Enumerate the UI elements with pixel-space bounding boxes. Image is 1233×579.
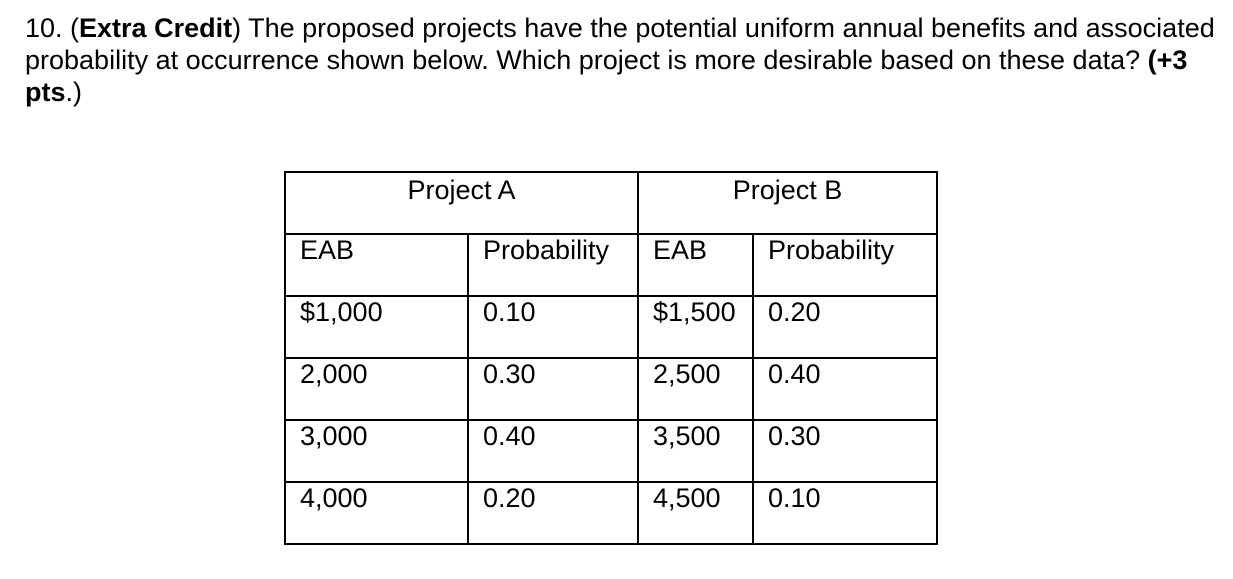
question-text: 10. (Extra Credit) The proposed projects… [25, 12, 1215, 108]
cell-eab-a: 3,000 [284, 419, 469, 483]
table-row: 4,000 0.20 4,500 0.10 [284, 481, 938, 545]
table-row: 2,000 0.30 2,500 0.40 [284, 357, 938, 421]
cell-eab-a: 2,000 [284, 357, 469, 421]
col-eab-b: EAB [637, 233, 754, 297]
cell-prob-a: 0.30 [467, 357, 639, 421]
cell-prob-b: 0.30 [752, 419, 938, 483]
col-prob-b: Probability [752, 233, 938, 297]
points-label: (+3 pts [25, 45, 1188, 107]
question-number: 10. ( [25, 13, 80, 43]
table-subheader-row: EAB Probability EAB Probability [284, 233, 938, 297]
cell-eab-a: 4,000 [284, 481, 469, 545]
cell-eab-b: 2,500 [637, 357, 754, 421]
cell-eab-b: $1,500 [637, 295, 754, 359]
cell-prob-a: 0.10 [467, 295, 639, 359]
cell-prob-a: 0.40 [467, 419, 639, 483]
projects-table: Project A Project B EAB Probability EAB … [284, 171, 938, 545]
cell-prob-a: 0.20 [467, 481, 639, 545]
table-row: $1,000 0.10 $1,500 0.20 [284, 295, 938, 359]
extra-credit-label: Extra Credit [79, 13, 233, 43]
question-end: .) [65, 77, 83, 107]
col-eab-a: EAB [284, 233, 469, 297]
table-header-row: Project A Project B [284, 171, 938, 235]
cell-eab-a: $1,000 [284, 295, 469, 359]
question-body: ) The proposed projects have the potenti… [25, 13, 1215, 75]
project-b-header: Project B [637, 171, 938, 235]
cell-prob-b: 0.10 [752, 481, 938, 545]
col-prob-a: Probability [467, 233, 639, 297]
table-row: 3,000 0.40 3,500 0.30 [284, 419, 938, 483]
cell-eab-b: 4,500 [637, 481, 754, 545]
cell-prob-b: 0.20 [752, 295, 938, 359]
project-a-header: Project A [284, 171, 639, 235]
cell-prob-b: 0.40 [752, 357, 938, 421]
cell-eab-b: 3,500 [637, 419, 754, 483]
